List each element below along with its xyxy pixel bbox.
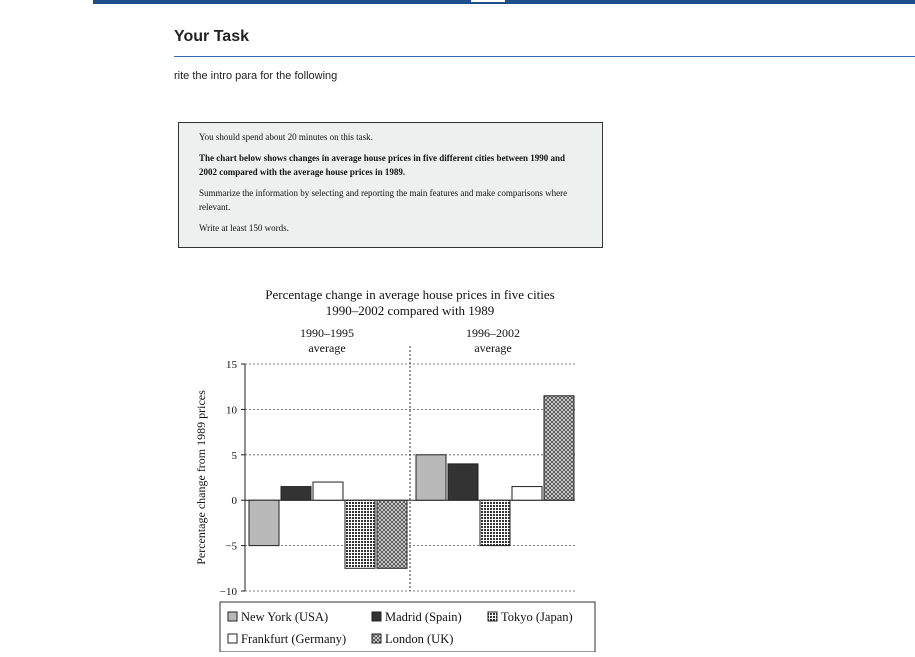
legend-swatch xyxy=(487,611,498,622)
category-label: average xyxy=(308,341,345,355)
house-price-chart: Percentage change in average house price… xyxy=(194,287,596,653)
y-tick-label: −10 xyxy=(220,586,238,598)
prompt-instruction: Summarize the information by selecting a… xyxy=(199,188,568,212)
category-label: 1990–1995 xyxy=(300,326,354,340)
prompt-time-note: You should spend about 20 minutes on thi… xyxy=(199,132,373,142)
task-title: Your Task xyxy=(174,28,249,45)
bar-frankfurt-germany xyxy=(312,481,344,501)
y-tick-label: 5 xyxy=(232,450,238,462)
bar-tokyo-japan xyxy=(344,499,376,569)
legend-swatch xyxy=(227,633,238,644)
legend-label: Frankfurt (Germany) xyxy=(241,632,346,646)
legend-box xyxy=(219,601,596,653)
y-axis-label: Percentage change from 1989 prices xyxy=(194,390,208,565)
legend-label: Madrid (Spain) xyxy=(385,610,462,624)
legend-label: New York (USA) xyxy=(241,610,328,624)
bar-tokyo-japan xyxy=(479,499,511,547)
category-label: 1996–2002 xyxy=(466,326,520,340)
intro-text: rite the intro para for the following xyxy=(174,70,338,82)
task-prompt-box: You should spend about 20 minutes on thi… xyxy=(178,122,603,248)
top-bar-notch xyxy=(471,0,505,2)
bar-london-uk xyxy=(543,395,575,501)
bar-london-uk xyxy=(376,499,408,569)
y-tick-label: 15 xyxy=(226,359,238,371)
y-tick-label: 10 xyxy=(226,404,238,416)
chart-container: Percentage change in average house price… xyxy=(190,280,610,653)
title-divider xyxy=(174,56,915,57)
bar-new-york-usa xyxy=(248,499,280,547)
legend-label: Tokyo (Japan) xyxy=(501,610,573,624)
legend-swatch xyxy=(227,611,238,622)
y-tick-label: 0 xyxy=(232,495,238,507)
bar-madrid-spain xyxy=(447,463,479,501)
chart-subtitle: 1990–2002 compared with 1989 xyxy=(326,303,495,318)
bar-new-york-usa xyxy=(415,454,447,501)
chart-title: Percentage change in average house price… xyxy=(265,287,554,302)
bar-madrid-spain xyxy=(280,486,312,501)
prompt-word-count: Write at least 150 words. xyxy=(199,223,289,233)
legend-swatch xyxy=(371,633,382,644)
category-label: average xyxy=(474,341,511,355)
top-bar xyxy=(93,0,915,4)
y-tick-label: −5 xyxy=(225,541,237,553)
prompt-description: The chart below shows changes in average… xyxy=(199,153,566,177)
legend-swatch xyxy=(371,611,382,622)
bar-frankfurt-germany xyxy=(511,486,543,501)
legend-label: London (UK) xyxy=(385,632,453,646)
